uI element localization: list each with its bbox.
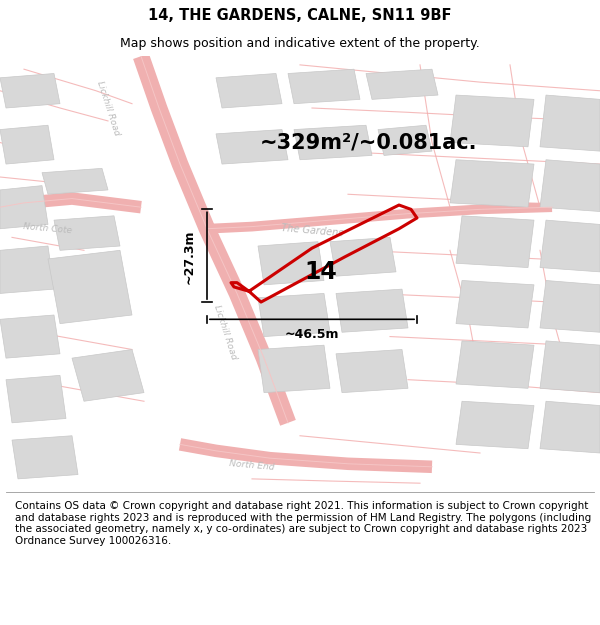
Polygon shape [456, 401, 534, 449]
Polygon shape [216, 129, 288, 164]
Text: Map shows position and indicative extent of the property.: Map shows position and indicative extent… [120, 38, 480, 51]
Polygon shape [0, 74, 60, 108]
Polygon shape [540, 401, 600, 453]
Polygon shape [540, 95, 600, 151]
Polygon shape [258, 345, 330, 392]
Polygon shape [0, 315, 60, 358]
Text: North Cote: North Cote [23, 222, 73, 236]
Text: ~329m²/~0.081ac.: ~329m²/~0.081ac. [260, 132, 478, 152]
Polygon shape [450, 95, 534, 147]
Polygon shape [54, 216, 120, 250]
Polygon shape [378, 125, 432, 156]
Polygon shape [540, 281, 600, 332]
Polygon shape [0, 246, 54, 294]
Polygon shape [540, 160, 600, 211]
Text: 14, THE GARDENS, CALNE, SN11 9BF: 14, THE GARDENS, CALNE, SN11 9BF [148, 8, 452, 23]
Polygon shape [540, 220, 600, 272]
Polygon shape [42, 168, 108, 194]
Polygon shape [456, 281, 534, 328]
Polygon shape [216, 74, 282, 108]
Polygon shape [6, 376, 66, 423]
Polygon shape [288, 69, 360, 104]
Text: ~27.3m: ~27.3m [182, 229, 196, 284]
Polygon shape [0, 125, 54, 164]
Text: Lickhill Road: Lickhill Road [95, 79, 121, 136]
Polygon shape [450, 160, 534, 208]
Text: Lickhill Road: Lickhill Road [212, 304, 238, 361]
Polygon shape [258, 242, 324, 285]
Text: North End: North End [229, 459, 275, 471]
Polygon shape [72, 349, 144, 401]
Text: 14: 14 [305, 260, 337, 284]
Polygon shape [540, 341, 600, 392]
Polygon shape [366, 69, 438, 99]
Polygon shape [294, 125, 372, 160]
Polygon shape [336, 349, 408, 392]
Text: ~46.5m: ~46.5m [285, 328, 339, 341]
Text: Contains OS data © Crown copyright and database right 2021. This information is : Contains OS data © Crown copyright and d… [15, 501, 591, 546]
Text: The Gardens: The Gardens [281, 223, 343, 239]
Polygon shape [0, 186, 48, 229]
Polygon shape [330, 238, 396, 276]
Polygon shape [456, 341, 534, 388]
Polygon shape [12, 436, 78, 479]
Polygon shape [258, 294, 330, 336]
Polygon shape [336, 289, 408, 332]
Polygon shape [48, 250, 132, 324]
Polygon shape [456, 216, 534, 268]
